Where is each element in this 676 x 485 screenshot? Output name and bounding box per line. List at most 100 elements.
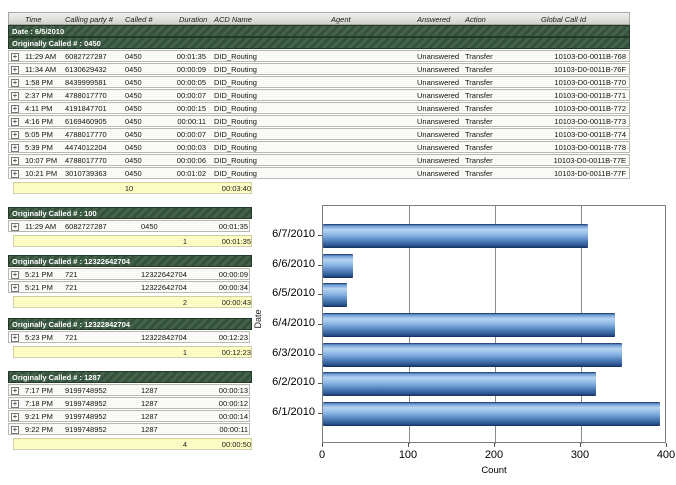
- cell-time: 4:11 PM: [25, 104, 53, 113]
- cell-calling-party: 721: [65, 270, 78, 279]
- cell-action: Transfer: [465, 169, 493, 178]
- section-summary-row: 10 00:03:40: [13, 182, 252, 194]
- table-row: +7:18 PM 9199748952 1287 00:00:12: [8, 397, 250, 409]
- table-row: +10:21 PM 3010739363 0450 00:01:02 DID_Routi…: [8, 167, 630, 179]
- cell-action: Transfer: [465, 130, 493, 139]
- cell-called: 0450: [125, 65, 142, 74]
- expand-button[interactable]: +: [11, 333, 19, 342]
- x-tick-mark: [494, 443, 495, 447]
- cell-called: 1287: [141, 425, 158, 434]
- expand-button[interactable]: +: [11, 78, 19, 87]
- x-tick-label-0: 0: [318, 449, 326, 461]
- cell-time: 11:34 AM: [25, 65, 57, 74]
- cell-time: 11:29 AM: [25, 52, 57, 61]
- cell-duration: 00:00:07: [176, 91, 206, 100]
- expand-button[interactable]: +: [11, 222, 19, 231]
- cell-time: 4:16 PM: [25, 117, 53, 126]
- y-tick-mark: [318, 354, 322, 355]
- cell-calling-party: 4474012204: [65, 143, 107, 152]
- date-group-header: Date : 6/5/2010: [8, 25, 630, 37]
- cell-calling-party: 6082727287: [65, 222, 107, 231]
- cell-called: 0450: [125, 104, 142, 113]
- cell-action: Transfer: [465, 78, 493, 87]
- table-column-header-row: Time Calling party # Called # Duration ACD N…: [8, 12, 630, 25]
- cell-global-call-id: 10103-D0-0011B-77F: [554, 169, 626, 178]
- cell-called: 12322642704: [141, 283, 187, 292]
- table-row: +11:34 AM 6130629432 0450 00:00:09 DID_Routi…: [8, 63, 630, 75]
- cell-called: 1287: [141, 386, 158, 395]
- expand-button[interactable]: +: [11, 169, 19, 178]
- expand-button[interactable]: +: [11, 425, 19, 434]
- bar-chart-plot-area: [322, 205, 666, 444]
- cell-duration: 00:01:35: [218, 222, 248, 231]
- cell-calling-party: 9199748952: [65, 412, 107, 421]
- cell-called: 0450: [125, 52, 142, 61]
- expand-button[interactable]: +: [11, 156, 19, 165]
- table-row: +2:37 PM 4788017770 0450 00:00:07 DID_Routin…: [8, 89, 630, 101]
- cell-acd-name: DID_Routing: [214, 78, 257, 87]
- cell-duration: 00:01:35: [176, 52, 206, 61]
- cell-time: 9:21 PM: [25, 412, 53, 421]
- cell-called: 0450: [125, 130, 142, 139]
- cell-duration: 00:01:02: [176, 169, 206, 178]
- expand-button[interactable]: +: [11, 399, 19, 408]
- section-header: Originally Called # : 12322642704: [8, 255, 252, 267]
- expand-button[interactable]: +: [11, 91, 19, 100]
- expand-button[interactable]: +: [11, 130, 19, 139]
- cell-global-call-id: 10103-D0-0011B-778: [554, 143, 626, 152]
- x-tick-mark: [408, 443, 409, 447]
- x-tick-label-300: 300: [570, 449, 590, 461]
- cell-duration: 00:00:07: [176, 130, 206, 139]
- cell-global-call-id: 10103-D0-0011B-772: [554, 104, 626, 113]
- cell-action: Transfer: [465, 52, 493, 61]
- cell-time: 10:07 PM: [25, 156, 58, 165]
- cell-global-call-id: 10103-D0-0011B-76F: [554, 65, 626, 74]
- cell-time: 5:21 PM: [25, 270, 53, 279]
- expand-button[interactable]: +: [11, 386, 19, 395]
- x-tick-mark: [666, 443, 667, 447]
- table-row: +4:11 PM 4191847701 0450 00:00:15 DID_Routin…: [8, 102, 630, 114]
- expand-button[interactable]: +: [11, 117, 19, 126]
- cell-called: 0450: [125, 78, 142, 87]
- bar-6-5-2010: [323, 283, 347, 307]
- cell-calling-party: 8439999581: [65, 78, 107, 87]
- cell-time: 10:21 PM: [25, 169, 58, 178]
- y-tick-label-6-6-2010: 6/6/2010: [272, 258, 315, 270]
- table-row: +11:29 AM 6082727287 0450 00:01:35 DID_Routi…: [8, 50, 630, 62]
- y-tick-label-6-5-2010: 6/5/2010: [272, 287, 315, 299]
- cell-duration: 00:00:13: [218, 386, 248, 395]
- cell-global-call-id: 10103-D0-0011B-771: [554, 91, 626, 100]
- cell-answered: Unanswered: [417, 143, 460, 152]
- column-header-duration: Duration: [179, 15, 208, 24]
- cell-calling-party: 6169460905: [65, 117, 107, 126]
- cell-time: 11:29 AM: [25, 222, 57, 231]
- expand-button[interactable]: +: [11, 270, 19, 279]
- table-row: +7:17 PM 9199748952 1287 00:00:13: [8, 384, 250, 396]
- table-row: +5:05 PM 4788017770 0450 00:00:07 DID_Routin…: [8, 128, 630, 140]
- cell-answered: Unanswered: [417, 52, 460, 61]
- table-row: +4:16 PM 6169460905 0450 00:00:11 DID_Routin…: [8, 115, 630, 127]
- cell-called: 0450: [125, 156, 142, 165]
- table-row: +1:58 PM 8439999581 0450 00:00:05 DID_Routin…: [8, 76, 630, 88]
- cell-called: 0450: [125, 143, 142, 152]
- cell-action: Transfer: [465, 65, 493, 74]
- cell-duration: 00:00:11: [219, 425, 248, 434]
- column-header-answered: Answered: [417, 15, 451, 24]
- table-row: +5:39 PM 4474012204 0450 00:00:03 DID_Routin…: [8, 141, 630, 153]
- cell-duration: 00:00:09: [218, 270, 248, 279]
- expand-button[interactable]: +: [11, 412, 19, 421]
- cell-duration: 00:00:03: [176, 143, 206, 152]
- cell-duration: 00:00:15: [176, 104, 206, 113]
- expand-button[interactable]: +: [11, 283, 19, 292]
- table-row: +11:29 AM 6082727287 0450 00:01:35: [8, 220, 250, 232]
- cell-calling-party: 6130629432: [65, 65, 107, 74]
- expand-button[interactable]: +: [11, 104, 19, 113]
- summary-call-count: 10: [124, 184, 134, 193]
- table-row: +10:07 PM 4788017770 0450 00:00:06 DID_Routi…: [8, 154, 630, 166]
- cell-calling-party: 721: [65, 283, 78, 292]
- expand-button[interactable]: +: [11, 143, 19, 152]
- section-summary-row: 1 00:01:35: [13, 235, 252, 247]
- expand-button[interactable]: +: [11, 52, 19, 61]
- cell-calling-party: 3010739363: [65, 169, 107, 178]
- expand-button[interactable]: +: [11, 65, 19, 74]
